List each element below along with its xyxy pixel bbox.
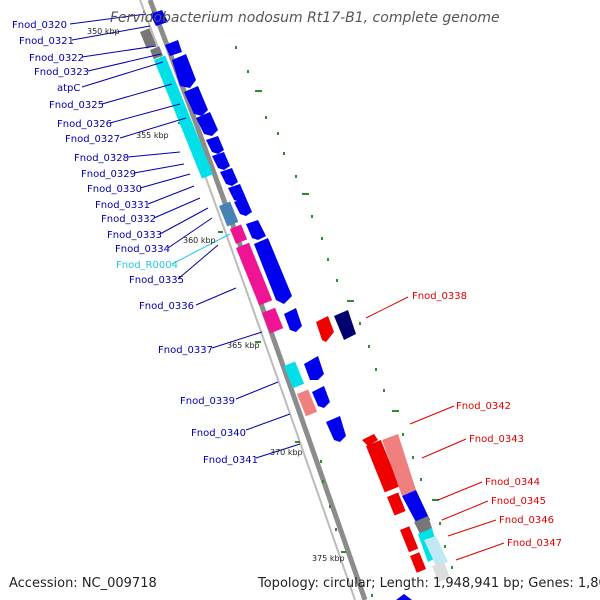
- gene-label[interactable]: Fnod_0333: [107, 230, 162, 241]
- map-title: Fervidobacterium nodosum Rt17-B1, comple…: [110, 10, 500, 26]
- gene-label[interactable]: Fnod_0329: [81, 169, 136, 180]
- gene-fnod-0346-inner: [400, 526, 419, 553]
- gene-fnod-0332-arrow: [234, 198, 252, 216]
- gene-fnod-0341-arrow: [326, 416, 346, 442]
- gene-label[interactable]: atpC: [57, 83, 80, 94]
- gene-fnod-0340-arrow: [312, 386, 330, 408]
- gene-label[interactable]: Fnod_0343: [469, 434, 524, 445]
- kbp-scale-labels: 350 kbp 355 kbp 360 kbp 365 kbp 370 kbp …: [87, 27, 345, 563]
- gene-label[interactable]: Fnod_0346: [499, 515, 554, 526]
- kbp-label: 355 kbp: [136, 131, 169, 140]
- gene-label[interactable]: Fnod_0336: [139, 301, 194, 312]
- left-leader-lines: [69, 13, 301, 459]
- gene-label[interactable]: Fnod_0331: [95, 200, 150, 211]
- gene-label[interactable]: Fnod_0330: [87, 184, 142, 195]
- gene-fnod-0338: [316, 316, 334, 342]
- gene-fnod-0342: [362, 434, 378, 446]
- gene-fnod-0335-arrow: [254, 238, 292, 304]
- gene-fnod-0337-arrow: [284, 308, 302, 332]
- gene-fnod-0339-inner: [284, 361, 305, 389]
- gene-fnod-0325-arrow: [184, 86, 208, 116]
- gene-label[interactable]: Fnod_0328: [74, 153, 129, 164]
- gene-label[interactable]: Fnod_0337: [158, 345, 213, 356]
- topology-summary: Topology: circular; Length: 1,948,941 bp…: [257, 576, 600, 591]
- gene-trailing-blue: [396, 594, 412, 600]
- genes-reverse-track: [316, 310, 450, 600]
- gene-label[interactable]: Fnod_0325: [49, 100, 104, 111]
- kbp-label: 350 kbp: [87, 27, 120, 36]
- kbp-label: 375 kbp: [312, 554, 345, 563]
- gene-label[interactable]: Fnod_0344: [485, 477, 540, 488]
- accession-label: Accession: NC_009718: [9, 576, 157, 591]
- gene-label[interactable]: Fnod_0323: [34, 67, 89, 78]
- genes-outer-track: [150, 10, 346, 442]
- gene-label[interactable]: Fnod_0334: [115, 244, 170, 255]
- gene-label[interactable]: Fnod_0341: [203, 455, 258, 466]
- gene-fnod-0331-arrow: [228, 184, 246, 202]
- gene-fnod-0343: [382, 434, 416, 496]
- gene-label[interactable]: Fnod_0332: [101, 214, 156, 225]
- gene-fnod-0329-arrow: [212, 152, 230, 170]
- gene-label[interactable]: Fnod_0320: [12, 20, 67, 31]
- gene-fnod-0334-arrow: [246, 220, 266, 240]
- gene-label[interactable]: Fnod_0322: [29, 53, 84, 64]
- leader-fnod-r0004: [171, 233, 231, 265]
- gene-label[interactable]: Fnod_0339: [180, 396, 235, 407]
- gene-label[interactable]: Fnod_0335: [129, 275, 184, 286]
- right-leader-lines: [365, 296, 505, 561]
- gene-fnod-0330-arrow: [220, 168, 238, 186]
- gene-label[interactable]: Fnod_R0004: [116, 260, 178, 271]
- gene-fnod-0337-inner: [262, 307, 284, 334]
- gene-fnod-0331-steel: [219, 201, 239, 227]
- gene-label[interactable]: Fnod_0342: [456, 401, 511, 412]
- gene-label[interactable]: Fnod_0327: [65, 134, 120, 145]
- gene-fnod-0346-light: [424, 536, 448, 566]
- gene-fnod-0321: [140, 28, 157, 49]
- left-gene-labels: Fnod_0320 Fnod_0321 Fnod_0322 Fnod_0323 …: [12, 20, 258, 466]
- kbp-label: 365 kbp: [227, 341, 260, 350]
- gene-fnod-0340-inner: [297, 389, 318, 417]
- gene-fnod-0320-arrow: [150, 10, 168, 26]
- gene-label[interactable]: Fnod_0338: [412, 291, 467, 302]
- gene-fnod-0345: [414, 516, 432, 534]
- gene-label[interactable]: Fnod_0326: [57, 119, 112, 130]
- gene-fnod-0342-inner: [366, 440, 400, 493]
- gene-fnod-0328-arrow: [206, 136, 224, 154]
- kbp-label: 370 kbp: [270, 448, 303, 457]
- gene-fnod-0336-inner: [236, 242, 273, 306]
- gene-label[interactable]: Fnod_0347: [507, 538, 562, 549]
- gene-fnod-0326-arrow: [196, 112, 218, 136]
- genes-inner-track: [140, 28, 427, 573]
- gene-fnod-0324-arrow: [172, 54, 196, 88]
- right-gene-labels: Fnod_0338 Fnod_0342 Fnod_0343 Fnod_0344 …: [412, 291, 562, 549]
- gene-label[interactable]: Fnod_0321: [19, 36, 74, 47]
- gene-rna-fnod-r0004: [230, 224, 248, 244]
- gene-fnod-0339-arrow: [304, 356, 324, 380]
- gene-fnod-0338-navy: [334, 310, 356, 340]
- gene-fnod-0347: [432, 562, 450, 582]
- gene-label[interactable]: Fnod_0345: [491, 496, 546, 507]
- gene-fnod-0343-inner: [387, 492, 406, 516]
- gene-label[interactable]: Fnod_0340: [191, 428, 246, 439]
- gene-fnod-0344: [402, 490, 430, 526]
- gc-skew-ticks: [178, 46, 453, 597]
- gene-atpc: [154, 55, 214, 179]
- gene-fnod-0347-inner: [410, 552, 427, 573]
- gene-fnod-0322-arrow: [165, 40, 182, 56]
- kbp-label: 360 kbp: [183, 236, 216, 245]
